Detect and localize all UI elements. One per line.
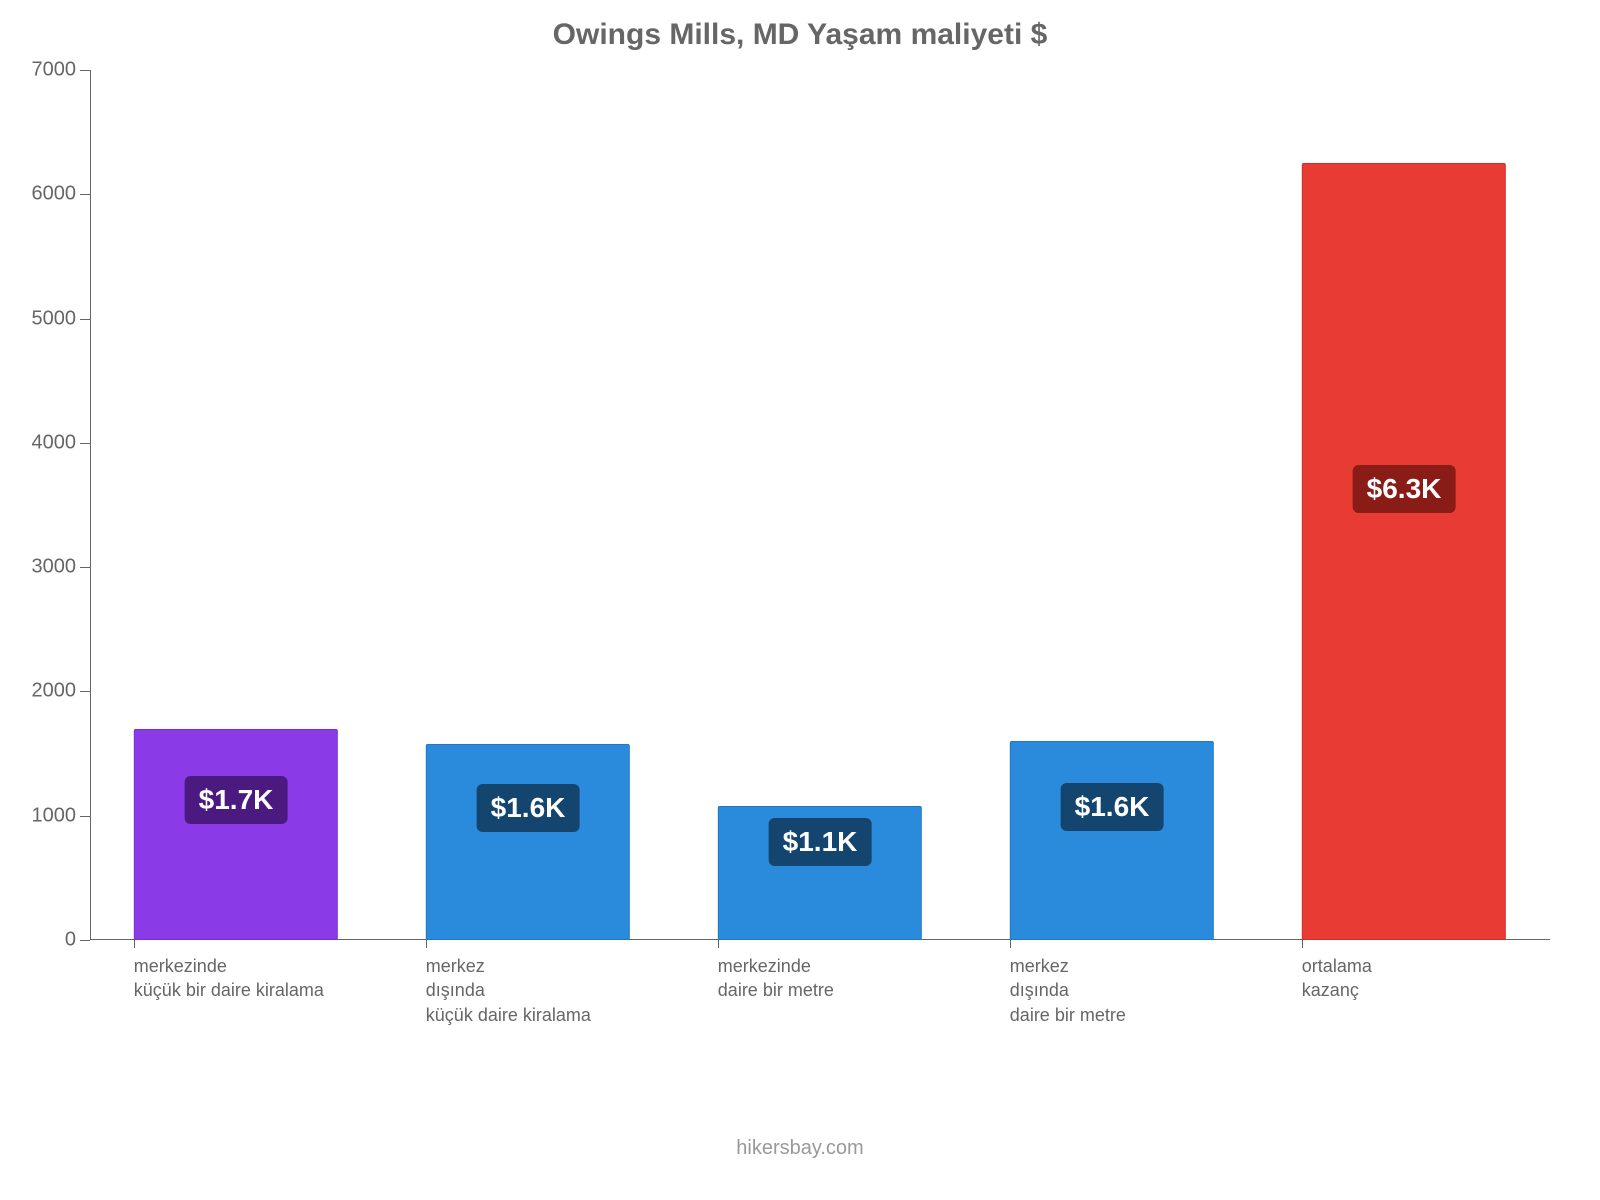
chart-title: Owings Mills, MD Yaşam maliyeti $ [0,18,1600,52]
bar-slot: $1.7Kmerkezinde küçük bir daire kiralama [90,70,382,940]
bar-value-badge: $1.6K [1061,783,1164,831]
y-tick [80,319,90,320]
x-tick [426,940,427,948]
x-tick [718,940,719,948]
bar-slot: $1.6Kmerkez dışında küçük daire kiralama [382,70,674,940]
bar-value-badge: $1.7K [185,776,288,824]
x-axis-label: merkezinde küçük bir daire kiralama [134,954,324,1003]
y-tick-label: 3000 [32,556,77,579]
y-tick [80,194,90,195]
x-axis-label: ortalama kazanç [1302,954,1372,1003]
y-tick [80,567,90,568]
y-tick-label: 4000 [32,431,77,454]
bar-value-badge: $1.6K [477,784,580,832]
cost-of-living-chart: Owings Mills, MD Yaşam maliyeti $ $1.7Km… [0,0,1600,1200]
bar-slot: $1.1Kmerkezinde daire bir metre [674,70,966,940]
y-tick [80,816,90,817]
bar-value-badge: $6.3K [1353,465,1456,513]
bar [134,729,338,940]
y-tick [80,691,90,692]
x-tick [1010,940,1011,948]
bar [1010,741,1214,940]
bar [426,744,630,940]
bar-slot: $6.3Kortalama kazanç [1258,70,1550,940]
chart-footer: hikersbay.com [0,1137,1600,1160]
y-tick-label: 1000 [32,804,77,827]
y-tick-label: 6000 [32,183,77,206]
x-tick [1302,940,1303,948]
x-tick [134,940,135,948]
plot-area: $1.7Kmerkezinde küçük bir daire kiralama… [90,70,1550,940]
x-axis-label: merkez dışında küçük daire kiralama [426,954,591,1027]
x-axis-label: merkezinde daire bir metre [718,954,834,1003]
bar-value-badge: $1.1K [769,818,872,866]
y-tick [80,443,90,444]
y-tick-label: 5000 [32,307,77,330]
y-tick [80,70,90,71]
bar-slot: $1.6Kmerkez dışında daire bir metre [966,70,1258,940]
bar [1302,163,1506,940]
y-tick [80,940,90,941]
y-tick-label: 2000 [32,680,77,703]
y-tick-label: 7000 [32,59,77,82]
x-axis-label: merkez dışında daire bir metre [1010,954,1126,1027]
y-tick-label: 0 [65,929,76,952]
bars-layer: $1.7Kmerkezinde küçük bir daire kiralama… [90,70,1550,940]
